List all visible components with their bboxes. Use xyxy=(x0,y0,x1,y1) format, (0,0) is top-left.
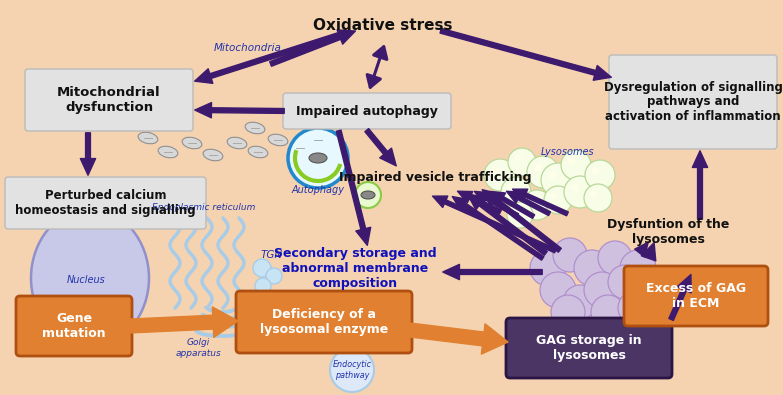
FancyArrowPatch shape xyxy=(367,47,387,87)
FancyArrowPatch shape xyxy=(513,189,568,216)
Text: Deficiency of a
lysosomal enzyme: Deficiency of a lysosomal enzyme xyxy=(260,308,388,336)
Circle shape xyxy=(620,250,656,286)
Text: Excess of GAG
in ECM: Excess of GAG in ECM xyxy=(646,282,746,310)
Text: TGN: TGN xyxy=(261,250,283,260)
Circle shape xyxy=(584,272,620,308)
Text: Impaired vesicle trafficking: Impaired vesicle trafficking xyxy=(339,171,531,184)
FancyArrowPatch shape xyxy=(482,190,561,252)
Ellipse shape xyxy=(309,134,328,146)
Ellipse shape xyxy=(309,153,327,163)
Circle shape xyxy=(563,285,597,319)
Circle shape xyxy=(584,184,612,212)
Ellipse shape xyxy=(31,209,149,347)
Text: Gene
mutation: Gene mutation xyxy=(42,312,106,340)
Circle shape xyxy=(544,186,572,214)
Text: Autophagy: Autophagy xyxy=(291,185,345,195)
Circle shape xyxy=(636,286,668,318)
FancyArrowPatch shape xyxy=(641,243,656,261)
Circle shape xyxy=(513,208,519,214)
Ellipse shape xyxy=(203,149,223,161)
Circle shape xyxy=(266,268,282,284)
Ellipse shape xyxy=(227,137,247,149)
Text: Oxidative stress: Oxidative stress xyxy=(313,17,453,32)
FancyArrowPatch shape xyxy=(195,32,343,83)
Circle shape xyxy=(529,197,536,204)
FancyArrowPatch shape xyxy=(635,242,648,257)
Circle shape xyxy=(598,241,632,275)
FancyArrowPatch shape xyxy=(692,151,708,219)
Ellipse shape xyxy=(361,191,375,199)
FancyBboxPatch shape xyxy=(5,177,206,229)
FancyArrowPatch shape xyxy=(453,197,544,260)
Text: Lysosomes: Lysosomes xyxy=(541,147,595,157)
Circle shape xyxy=(522,190,552,220)
Circle shape xyxy=(288,128,348,188)
Text: GAG storage in
lysosomes: GAG storage in lysosomes xyxy=(536,334,642,362)
Ellipse shape xyxy=(138,132,158,144)
Circle shape xyxy=(491,166,500,174)
Circle shape xyxy=(484,159,516,191)
Text: Dysfuntion of the
lysosomes: Dysfuntion of the lysosomes xyxy=(607,218,729,246)
FancyArrowPatch shape xyxy=(410,323,508,354)
FancyBboxPatch shape xyxy=(624,266,768,326)
Ellipse shape xyxy=(158,146,178,158)
Circle shape xyxy=(507,202,533,228)
FancyArrowPatch shape xyxy=(442,264,542,280)
FancyArrowPatch shape xyxy=(195,103,284,118)
FancyArrowPatch shape xyxy=(440,28,612,80)
Circle shape xyxy=(540,272,576,308)
FancyBboxPatch shape xyxy=(609,55,777,149)
Circle shape xyxy=(514,154,521,161)
Circle shape xyxy=(253,259,271,277)
Ellipse shape xyxy=(290,142,310,154)
Circle shape xyxy=(507,184,515,191)
Circle shape xyxy=(568,157,576,164)
Circle shape xyxy=(355,182,381,208)
Circle shape xyxy=(591,295,625,329)
Circle shape xyxy=(530,250,566,286)
Circle shape xyxy=(564,176,596,208)
Text: Mitochondria: Mitochondria xyxy=(214,43,282,53)
Circle shape xyxy=(572,183,579,191)
Circle shape xyxy=(541,163,575,197)
Ellipse shape xyxy=(182,137,202,149)
FancyBboxPatch shape xyxy=(16,296,132,356)
Text: Impaired autophagy: Impaired autophagy xyxy=(296,105,438,117)
Circle shape xyxy=(255,278,271,294)
Circle shape xyxy=(608,265,642,299)
Text: Endocytic
pathway: Endocytic pathway xyxy=(333,360,371,380)
Ellipse shape xyxy=(248,146,268,158)
FancyArrowPatch shape xyxy=(81,133,96,175)
Circle shape xyxy=(585,160,615,190)
Circle shape xyxy=(534,163,542,171)
Text: Perturbed calcium
homeostasis and signalling: Perturbed calcium homeostasis and signal… xyxy=(15,189,196,217)
FancyArrowPatch shape xyxy=(490,192,535,218)
Circle shape xyxy=(630,272,666,308)
Ellipse shape xyxy=(268,134,288,146)
Circle shape xyxy=(527,156,559,188)
Circle shape xyxy=(508,148,536,176)
FancyArrowPatch shape xyxy=(432,196,556,253)
FancyBboxPatch shape xyxy=(236,291,412,353)
Circle shape xyxy=(592,167,599,174)
Circle shape xyxy=(618,291,652,325)
FancyArrowPatch shape xyxy=(669,275,691,320)
FancyBboxPatch shape xyxy=(283,93,451,129)
Text: Mitochondrial
dysfunction: Mitochondrial dysfunction xyxy=(57,86,161,114)
Circle shape xyxy=(553,238,587,272)
FancyArrowPatch shape xyxy=(337,130,370,245)
FancyBboxPatch shape xyxy=(506,318,672,378)
Text: Golgi
apparatus: Golgi apparatus xyxy=(175,338,221,358)
FancyArrowPatch shape xyxy=(467,194,547,255)
FancyArrowPatch shape xyxy=(457,191,501,214)
Circle shape xyxy=(549,171,557,179)
Text: Secondary storage and
abnormal membrane
composition: Secondary storage and abnormal membrane … xyxy=(274,246,436,290)
FancyArrowPatch shape xyxy=(365,129,396,166)
Circle shape xyxy=(590,190,597,197)
Circle shape xyxy=(501,177,531,207)
Text: Endoplasmic reticulum: Endoplasmic reticulum xyxy=(152,203,255,211)
Circle shape xyxy=(574,250,610,286)
Circle shape xyxy=(551,295,585,329)
FancyBboxPatch shape xyxy=(25,69,193,131)
